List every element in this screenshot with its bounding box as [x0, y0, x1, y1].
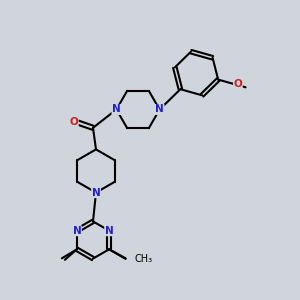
Text: N: N: [92, 188, 100, 198]
Text: O: O: [233, 79, 242, 89]
Text: N: N: [105, 226, 113, 236]
Text: N: N: [155, 104, 164, 115]
Text: CH₃: CH₃: [134, 254, 152, 264]
Text: N: N: [73, 226, 81, 236]
Text: N: N: [112, 104, 121, 115]
Text: O: O: [69, 117, 78, 128]
